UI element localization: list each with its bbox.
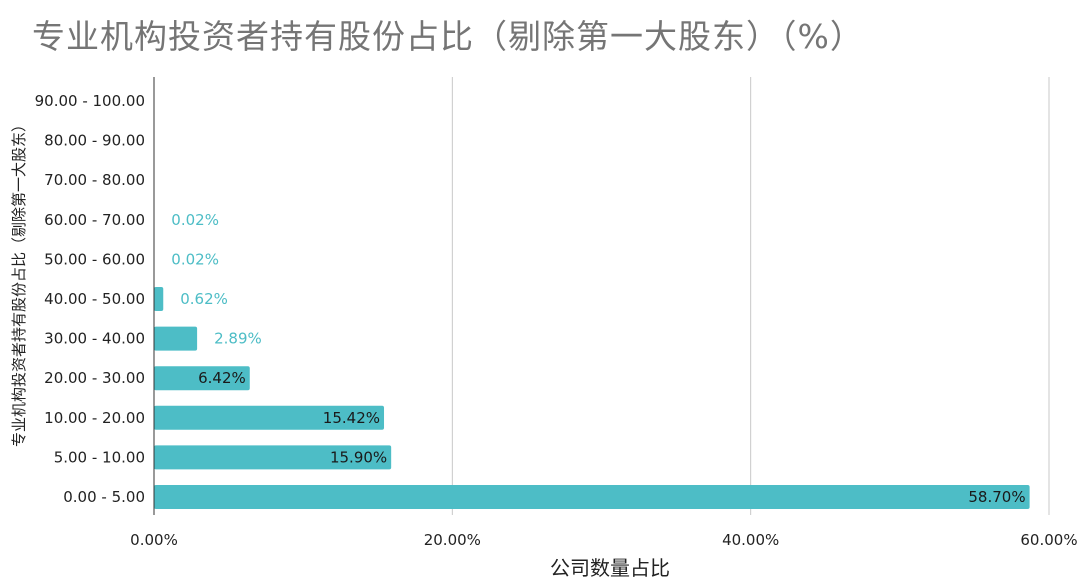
y-tick-label: 5.00 - 10.00 <box>54 448 145 466</box>
bar <box>154 485 1030 509</box>
y-tick-label: 90.00 - 100.00 <box>35 92 145 110</box>
y-tick-label: 10.00 - 20.00 <box>44 409 145 427</box>
bar <box>154 445 392 470</box>
data-label: 2.89% <box>214 330 262 348</box>
data-labels: 58.70% 15.90% 15.42% 6.42% 2.89% 0.62% 0.02% 0.… <box>171 211 1025 506</box>
chart-title: 专业机构投资者持有股份占比（剔除第一大股东）（%） <box>32 17 864 56</box>
data-label: 6.42% <box>198 369 246 387</box>
y-tick-label: 40.00 - 50.00 <box>44 290 145 308</box>
y-tick-label: 80.00 - 90.00 <box>44 132 145 150</box>
data-label: 15.42% <box>323 409 380 427</box>
data-label: 0.02% <box>171 250 219 268</box>
bar <box>154 366 250 391</box>
bar <box>154 326 198 351</box>
grid-lines <box>451 77 1050 515</box>
y-axis-title: 专业机构投资者持有股份占比（剔除第一大股东） <box>10 117 28 447</box>
bars <box>154 287 1030 509</box>
x-tick-label: 40.00% <box>722 531 779 549</box>
data-label: 15.90% <box>330 448 387 466</box>
y-tick-label: 50.00 - 60.00 <box>44 250 145 268</box>
x-tick-label: 60.00% <box>1020 531 1077 549</box>
y-tick-labels: 0.00 - 5.00 5.00 - 10.00 10.00 - 20.00 20.0… <box>35 92 145 506</box>
x-tick-label: 0.00% <box>130 531 178 549</box>
data-label: 0.02% <box>171 211 219 229</box>
bar <box>154 287 164 311</box>
y-tick-label: 20.00 - 30.00 <box>44 369 145 387</box>
y-tick-label: 70.00 - 80.00 <box>44 171 145 189</box>
x-axis-title: 公司数量占比 <box>550 556 670 580</box>
x-tick-label: 20.00% <box>424 531 481 549</box>
bar <box>154 405 385 430</box>
y-tick-label: 30.00 - 40.00 <box>44 330 145 348</box>
data-label: 0.62% <box>180 290 228 308</box>
x-tick-labels: 0.00% 20.00% 40.00% 60.00% <box>130 531 1077 549</box>
y-tick-label: 60.00 - 70.00 <box>44 211 145 229</box>
y-tick-label: 0.00 - 5.00 <box>63 488 145 506</box>
data-label: 58.70% <box>968 488 1025 506</box>
